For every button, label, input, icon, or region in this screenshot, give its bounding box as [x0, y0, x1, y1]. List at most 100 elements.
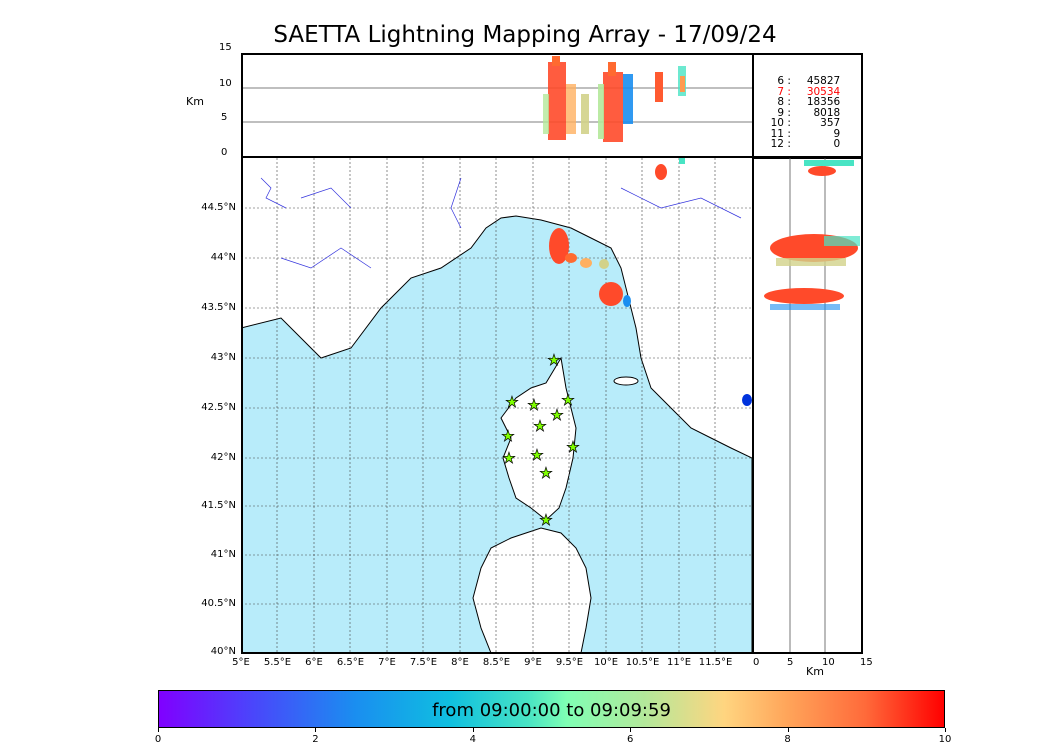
lon-label: 7°E	[378, 657, 396, 668]
sea	[241, 215, 752, 653]
lat-label: 42.5°N	[201, 402, 236, 413]
alt-tick-0: 0	[221, 147, 228, 158]
station-count-stations: 10	[770, 117, 784, 129]
station-count-row: 12 : 0	[762, 138, 841, 150]
alt-tick-15: 15	[219, 42, 232, 53]
colorbar-tick-label: 4	[469, 734, 476, 745]
colorbar-tick-mark	[472, 728, 474, 732]
lon-label: 8.5°E	[482, 657, 511, 668]
station-count-stations: 12	[770, 138, 784, 150]
side-tick-10: 10	[822, 657, 835, 668]
station-markers: ★ ★ ★ ★ ★ ★ ★ ★ ★ ★ ★ ★	[501, 351, 580, 530]
station-count-separator: :	[784, 106, 795, 119]
station-marker: ★	[527, 396, 540, 414]
station-count-stations: 6	[777, 75, 784, 87]
station-marker: ★	[547, 351, 560, 369]
station-count-separator: :	[784, 127, 795, 140]
station-count-row: 9 : 8018	[762, 107, 840, 119]
station-count-value: 9	[833, 127, 841, 140]
lon-label: 7.5°E	[409, 657, 438, 668]
rivers	[260, 177, 742, 269]
colorbar-tick-mark	[945, 728, 946, 732]
station-count-separator: :	[784, 117, 795, 129]
alt-tick-10: 10	[219, 78, 232, 89]
station-count-value: 0	[833, 138, 841, 150]
altitude-divider	[241, 156, 863, 158]
station-marker: ★	[539, 464, 552, 482]
lat-label: 44°N	[210, 252, 236, 263]
colorbar-tick-label: 8	[784, 734, 791, 745]
station-count-value: 30534	[806, 85, 841, 98]
colorbar-label: from 09:00:00 to 09:09:59	[432, 700, 671, 721]
side-tick-15: 15	[860, 657, 873, 668]
alt-lightning-points	[543, 56, 686, 142]
station-count-row: 7 : 30534	[762, 86, 840, 98]
sardinia-island	[472, 527, 592, 653]
colorbar-tick-mark	[158, 728, 159, 732]
lat-label: 43°N	[210, 352, 236, 363]
lon-label: 9°E	[524, 657, 542, 668]
station-count-separator: :	[784, 85, 795, 98]
station-count-row: 11 : 9	[762, 127, 841, 140]
station-marker: ★	[505, 393, 518, 411]
side-unit-label: Km	[806, 665, 824, 678]
station-count-stations: 9	[777, 106, 784, 119]
map-lightning-points	[549, 158, 685, 307]
lon-label: 6°E	[305, 657, 323, 668]
lon-label: 10°E	[593, 657, 619, 668]
side-tick-0: 0	[753, 657, 760, 668]
altitude-unit-label: Km	[186, 95, 204, 108]
station-count-row: 6 : 45827	[762, 75, 840, 87]
station-count-row: 8 : 18356	[762, 96, 840, 108]
station-count-separator: :	[784, 75, 795, 87]
map-panel-border	[241, 157, 863, 654]
colorbar-tick-mark	[787, 728, 789, 732]
chart-title: SAETTA Lightning Mapping Array - 17/09/2…	[273, 22, 777, 48]
lat-label: 40.5°N	[201, 598, 236, 609]
lat-label: 44.5°N	[201, 202, 236, 213]
station-count-stations: 11	[770, 127, 784, 140]
colorbar-tick-mark	[630, 728, 632, 732]
colorbar-tick-mark	[315, 728, 317, 732]
lat-label: 43.5°N	[201, 302, 236, 313]
lat-label: 41.5°N	[201, 500, 236, 511]
lon-label: 11°E	[666, 657, 692, 668]
lon-label: 8°E	[451, 657, 469, 668]
station-marker: ★	[566, 438, 579, 456]
station-marker: ★	[501, 427, 514, 445]
colorbar-tick-label: 2	[312, 734, 319, 745]
side-tick-5: 5	[787, 657, 794, 668]
lon-label: 10.5°E	[625, 657, 660, 668]
lat-label: 40°N	[210, 646, 236, 657]
station-count-separator: :	[784, 96, 795, 108]
side-panel-divider	[752, 53, 754, 653]
station-count-value: 45827	[806, 75, 841, 87]
map-panel: ★ ★ ★ ★ ★ ★ ★ ★ ★ ★ ★ ★	[241, 158, 752, 653]
station-count-row: 10 : 357	[762, 117, 841, 129]
side-lightning-points	[764, 160, 860, 310]
colorbar-tick-label: 6	[627, 734, 634, 745]
alt-tick-5: 5	[221, 112, 228, 123]
station-marker: ★	[533, 417, 546, 435]
station-marker: ★	[550, 406, 563, 424]
station-count-separator: :	[784, 138, 795, 150]
station-count-value: 357	[820, 117, 841, 129]
colorbar-tick-label: 10	[938, 734, 952, 745]
lon-label: 9.5°E	[555, 657, 584, 668]
lon-label: 5°E	[232, 657, 250, 668]
side-panel	[764, 158, 860, 652]
station-count-value: 18356	[806, 96, 841, 108]
map-gridlines	[241, 158, 752, 653]
lon-label: 11.5°E	[698, 657, 733, 668]
station-count-value: 8018	[813, 106, 841, 119]
lon-label: 6.5°E	[336, 657, 365, 668]
station-marker: ★	[530, 446, 543, 464]
corsica-island	[500, 356, 577, 521]
time-colorbar	[158, 690, 945, 728]
station-marker: ★	[561, 391, 574, 409]
lon-label: 5.5°E	[263, 657, 292, 668]
station-count-stations: 7	[777, 85, 784, 98]
lat-label: 42°N	[210, 452, 236, 463]
station-marker: ★	[502, 449, 515, 467]
station-count-stations: 8	[777, 96, 784, 108]
